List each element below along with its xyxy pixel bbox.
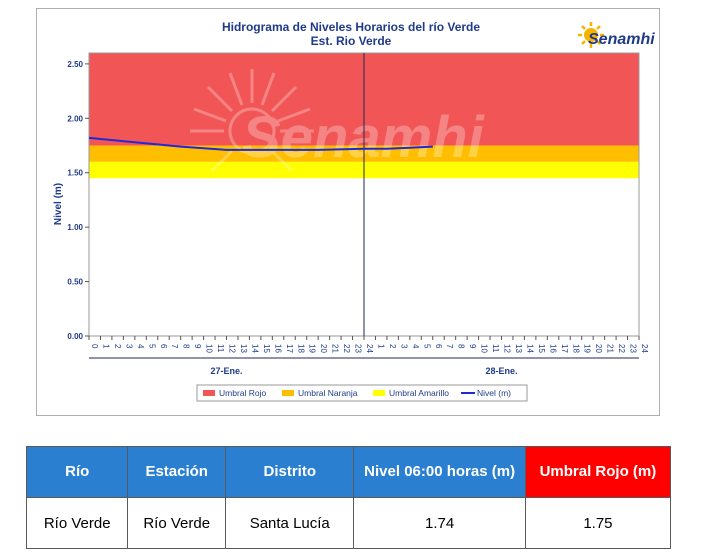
x-tick-label: 12: [503, 344, 512, 353]
x-tick-label: 5: [422, 344, 431, 349]
x-tick-label: 18: [296, 344, 305, 353]
table-header-cell: Río: [25, 446, 129, 498]
x-tick-label: 19: [308, 344, 317, 353]
x-tick-label: 10: [205, 344, 214, 353]
x-tick-label: 23: [629, 344, 638, 353]
x-tick-label: 8: [182, 344, 191, 349]
x-tick-label: 11: [216, 344, 225, 353]
x-tick-label: 5: [147, 344, 156, 349]
y-tick-label: 1.00: [67, 223, 83, 232]
x-tick-label: 13: [514, 344, 523, 353]
x-tick-label: 9: [468, 344, 477, 349]
x-tick-label: 16: [273, 344, 282, 353]
x-tick-label: 17: [285, 344, 294, 353]
x-tick-label: 23: [354, 344, 363, 353]
legend-swatch: [203, 390, 215, 396]
x-tick-label: 4: [136, 344, 145, 349]
x-tick-label: 20: [594, 344, 603, 353]
x-tick-label: 15: [537, 344, 546, 353]
table-cell: 1.75: [524, 497, 672, 549]
table-cell: Santa Lucía: [225, 497, 355, 549]
table-header-cell: Estación: [127, 446, 227, 498]
sun-icon: [578, 22, 604, 48]
x-tick-label: 17: [560, 344, 569, 353]
x-tick-label: 3: [124, 344, 133, 349]
legend-label: Umbral Amarillo: [389, 388, 449, 398]
day-label: 28-Ene.: [485, 366, 517, 376]
table-header-cell: Umbral Rojo (m): [524, 446, 672, 498]
x-tick-label: 13: [239, 344, 248, 353]
y-tick-label: 0.50: [67, 278, 83, 287]
x-tick-label: 1: [376, 344, 385, 349]
x-tick-label: 7: [170, 344, 179, 349]
x-tick-label: 6: [159, 344, 168, 349]
legend-label: Nivel (m): [477, 388, 511, 398]
legend-label: Umbral Rojo: [219, 388, 267, 398]
x-tick-label: 21: [606, 344, 615, 353]
legend: Umbral Rojo Umbral Naranja Umbral Amarillo…: [196, 384, 528, 402]
x-tick-label: 7: [445, 344, 454, 349]
y-tick-label: 1.50: [67, 169, 83, 178]
station-table: Río Estación Distrito Nivel 06:00 horas (m)…: [25, 446, 672, 549]
x-tick-label: 9: [193, 344, 202, 349]
x-tick-label: 8: [457, 344, 466, 349]
x-tick-label: 1: [101, 344, 110, 349]
table-cell: 1.74: [353, 497, 526, 549]
x-tick-label: 10: [480, 344, 489, 353]
hydrograph-chart: Senamhi 0.00 0.50 1.00 1.50 2.00 2.50 0 1 2 3 4 5 6 7…: [36, 8, 660, 416]
series-line-nivel: [88, 136, 433, 151]
senamhi-logo: Senamhi: [578, 22, 655, 48]
x-tick-label: 22: [617, 344, 626, 353]
y-axis-label: Nivel (m): [53, 183, 64, 225]
x-tick-label: 4: [411, 344, 420, 349]
x-tick-label: 24: [365, 344, 374, 353]
day-label: 27-Ene.: [210, 366, 242, 376]
x-tick-label: 20: [319, 344, 328, 353]
table-header-cell: Nivel 06:00 horas (m): [353, 446, 526, 498]
legend-swatch: [373, 390, 385, 396]
legend-label: Umbral Naranja: [298, 388, 358, 398]
y-tick-label: 0.00: [67, 332, 83, 341]
chart-svg: Senamhi 0.000.501.001.502.002.500 1 2 3 4 5 6 7…: [53, 20, 655, 402]
legend-box: [196, 384, 528, 402]
x-tick-label: 22: [342, 344, 351, 353]
chart-title: Hidrograma de Niveles Horarios del río V…: [222, 20, 480, 34]
logo-text: Senamhi: [588, 31, 655, 48]
y-tick-label: 2.00: [67, 114, 83, 123]
table-header-cell: Distrito: [225, 446, 355, 498]
x-tick-label: 19: [583, 344, 592, 353]
legend-swatch: [282, 390, 294, 396]
table-cell: Río Verde: [25, 497, 129, 549]
x-tick-label: 16: [548, 344, 557, 353]
x-tick-label: 12: [228, 344, 237, 353]
chart-subtitle: Est. Rio Verde: [311, 34, 392, 48]
x-tick-label: 24: [640, 344, 649, 353]
x-tick-label: 6: [434, 344, 443, 349]
table-header-row: Río Estación Distrito Nivel 06:00 horas (m)…: [25, 446, 672, 498]
x-tick-label: 21: [331, 344, 340, 353]
x-tick-label: 0: [90, 344, 99, 349]
x-tick-label: 2: [388, 344, 397, 349]
x-tick-label: 14: [525, 344, 534, 353]
table-row: Río Verde Río Verde Santa Lucía 1.74 1.75: [25, 497, 672, 549]
table-cell: Río Verde: [127, 497, 227, 549]
y-tick-label: 2.50: [67, 60, 83, 69]
x-tick-label: 18: [571, 344, 580, 353]
x-tick-label: 3: [399, 344, 408, 349]
x-tick-label: 2: [113, 344, 122, 349]
x-tick-label: 14: [250, 344, 259, 353]
x-tick-label: 11: [491, 344, 500, 353]
x-tick-label: 15: [262, 344, 271, 353]
